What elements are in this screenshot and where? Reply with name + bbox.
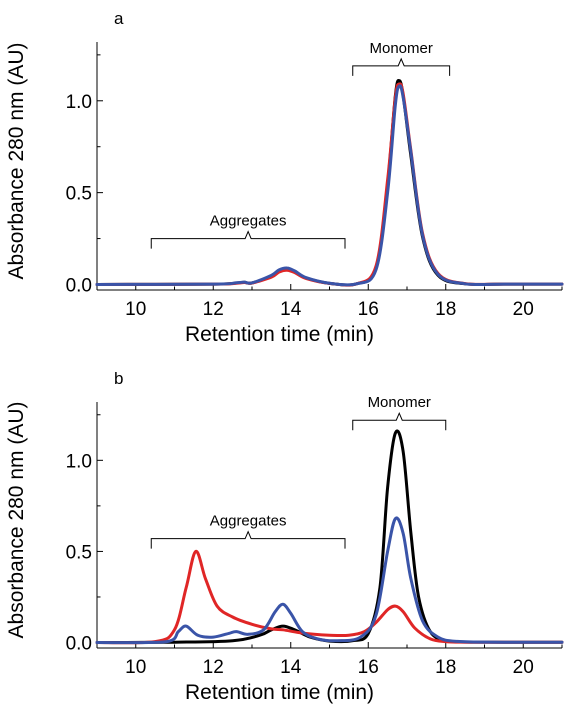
series-line-b-1 (95, 549, 564, 645)
x-tick-label: 18 (435, 299, 456, 320)
series-line-a-1 (95, 82, 564, 287)
series-line-b-2 (95, 516, 564, 645)
chart-panel-b: 10 12 14 16 18 20 0.0 0.5 1.0 Retention time (min… (5, 369, 564, 704)
y-tick-label: 0.0 (66, 634, 92, 655)
annotation-bracket (150, 530, 346, 549)
series-line-b-0 (95, 429, 564, 644)
series-line-a-2 (95, 84, 564, 287)
annotation-bracket (150, 230, 346, 249)
series-line-a-0 (95, 78, 564, 287)
x-tick-label: 10 (125, 657, 146, 678)
x-tick-label: 16 (358, 657, 379, 678)
y-tick-label: 1.0 (66, 451, 92, 472)
y-tick-label: 0.0 (66, 275, 92, 296)
x-tick-label: 12 (203, 657, 224, 678)
annotation-bracket (352, 411, 447, 431)
x-tick-label: 20 (513, 299, 534, 320)
x-axis-title: Retention time (min) (185, 681, 374, 704)
y-tick-label: 0.5 (66, 184, 92, 205)
x-tick-label: 18 (435, 657, 456, 678)
y-tick-label: 0.5 (66, 542, 92, 563)
y-axis-title: Absorbance 280 nm (AU) (5, 402, 28, 639)
x-tick-label: 16 (358, 299, 379, 320)
x-tick-label: 10 (125, 299, 146, 320)
x-tick-label: 12 (203, 299, 224, 320)
x-tick-label: 14 (280, 657, 302, 678)
y-tick-label: 1.0 (66, 92, 92, 113)
x-axis-title: Retention time (min) (185, 323, 374, 346)
chart-panel-a: 10 12 14 16 18 20 0.0 0.5 1.0 Retention time (min… (5, 9, 564, 346)
annotation-label: Monomer (370, 40, 433, 57)
annotation-label: Aggregates (210, 213, 287, 230)
x-tick-label: 14 (280, 299, 302, 320)
annotation-label: Monomer (368, 394, 431, 411)
annotation-bracket (352, 57, 451, 76)
y-axis-title: Absorbance 280 nm (AU) (5, 43, 28, 280)
panel-label: a (114, 9, 124, 28)
panel-label: b (114, 369, 123, 388)
annotation-label: Aggregates (210, 513, 287, 530)
x-tick-label: 20 (513, 657, 534, 678)
